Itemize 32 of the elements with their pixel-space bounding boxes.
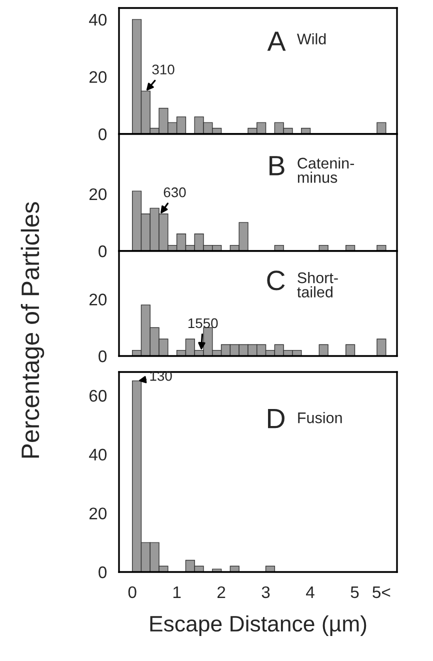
x-tick-label: 0 xyxy=(128,586,136,598)
text: Fusion xyxy=(298,412,342,424)
text: Catenin- minus xyxy=(298,157,354,183)
x-tick-label: 3 xyxy=(262,586,270,598)
text: Wild xyxy=(296,33,326,44)
text: A xyxy=(267,32,286,51)
y-tick-label: 0 xyxy=(98,128,107,140)
annotation: 630 xyxy=(164,187,186,198)
x-tick-label: 4 xyxy=(306,586,314,598)
y-tick-label: 20 xyxy=(89,188,107,200)
y-tick-label: 20 xyxy=(89,71,107,83)
x-axis-title: Escape Distance (µm) xyxy=(150,615,366,636)
text: C xyxy=(267,270,285,290)
annotation: 130 xyxy=(150,371,172,381)
text: D xyxy=(268,409,284,428)
y-tick-label: 0 xyxy=(98,245,107,258)
y-tick-label: 60 xyxy=(90,390,107,402)
y-tick-label: 0 xyxy=(98,350,107,362)
y-tick-label: 40 xyxy=(89,448,107,461)
x-tick-label: 5< xyxy=(372,586,390,598)
x-tick-label: 1 xyxy=(173,586,181,598)
x-tick-label: 2 xyxy=(218,586,226,598)
y-tick-label: 20 xyxy=(89,508,107,520)
y-axis-title: Percentage of Particles xyxy=(20,202,44,458)
y-tick-label: 20 xyxy=(89,294,107,306)
annotation: 1550 xyxy=(188,318,218,328)
annotation: 310 xyxy=(152,64,174,74)
text: B xyxy=(270,156,284,176)
y-tick-label: 40 xyxy=(89,14,107,26)
x-tick-label: 5 xyxy=(350,586,359,598)
text: Short- tailed xyxy=(297,272,338,298)
y-tick-label: 0 xyxy=(98,566,107,578)
